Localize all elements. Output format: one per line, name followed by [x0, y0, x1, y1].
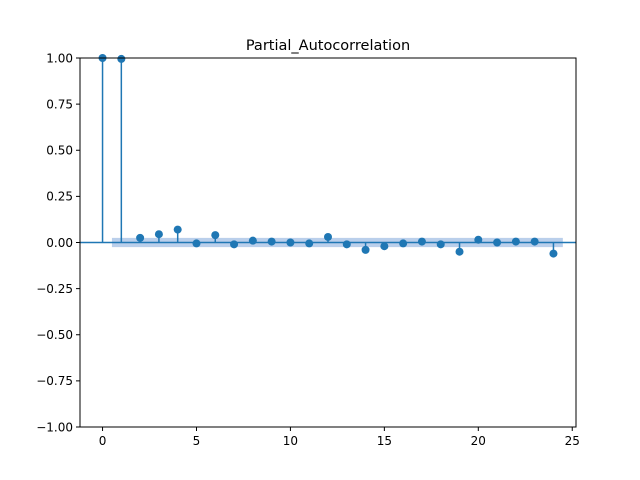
- stem-marker: [511, 237, 520, 246]
- x-axis: 0 5 10 15 20 25: [99, 427, 580, 448]
- x-tick-label: 0: [99, 434, 107, 448]
- stem-marker: [380, 242, 389, 251]
- stem-marker: [154, 230, 163, 239]
- y-axis: −1.00 −0.75 −0.50 −0.25 0.00 0.25 0.50 0.75 1.00: [36, 51, 80, 434]
- stem-marker: [361, 245, 370, 254]
- stem-marker: [211, 231, 220, 240]
- stem-marker: [286, 238, 295, 247]
- plot-area: [80, 54, 576, 258]
- y-tick-label: 1.00: [46, 51, 73, 65]
- stem-marker: [248, 236, 257, 245]
- x-tick-label: 15: [377, 434, 392, 448]
- stem-marker: [342, 240, 351, 249]
- y-tick-label: 0.25: [46, 190, 73, 204]
- x-tick-label: 5: [193, 434, 201, 448]
- chart-title: Partial_Autocorrelation: [246, 38, 410, 54]
- x-tick-label: 25: [565, 434, 580, 448]
- x-tick-label: 20: [471, 434, 486, 448]
- stem-marker: [324, 232, 332, 241]
- stem-marker: [117, 54, 126, 63]
- y-tick-label: −0.25: [36, 282, 73, 296]
- stem-marker: [399, 239, 408, 248]
- y-tick-label: −1.00: [36, 420, 73, 434]
- stem-marker: [417, 237, 426, 246]
- stem-marker: [549, 249, 558, 258]
- y-tick-label: −0.50: [36, 328, 73, 342]
- stem-marker: [530, 237, 539, 246]
- stem-marker: [173, 225, 182, 234]
- stem-marker: [493, 238, 502, 247]
- stem-marker: [474, 235, 483, 244]
- stem-marker: [230, 240, 239, 249]
- y-tick-label: −0.75: [36, 374, 73, 388]
- stem-marker: [436, 240, 445, 249]
- y-tick-label: 0.75: [46, 97, 73, 111]
- y-tick-label: 0.00: [46, 236, 73, 250]
- x-tick-label: 10: [283, 434, 298, 448]
- stem-marker: [192, 239, 201, 248]
- stem-marker: [305, 239, 314, 248]
- y-tick-label: 0.50: [46, 144, 73, 158]
- stem-marker: [455, 247, 464, 256]
- stem-marker: [136, 233, 145, 242]
- stem-marker: [267, 237, 276, 246]
